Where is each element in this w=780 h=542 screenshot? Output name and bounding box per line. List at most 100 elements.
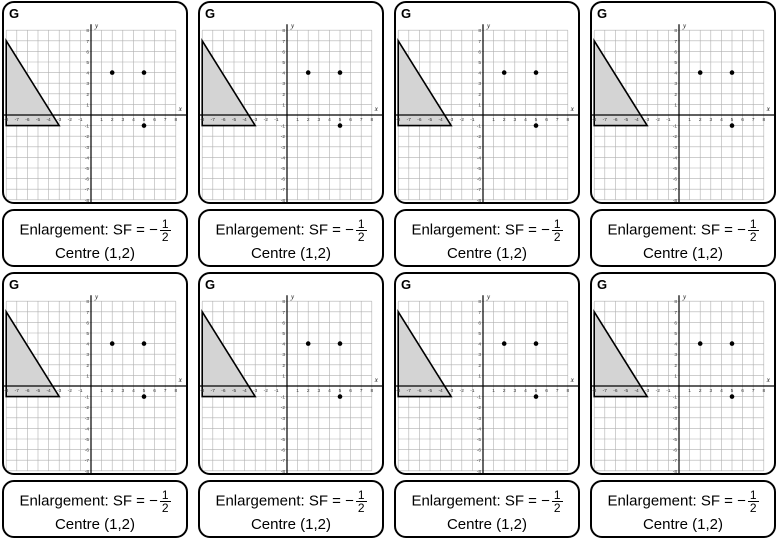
y-tick-label: 4 [674, 342, 677, 348]
x-tick-label: 2 [307, 117, 310, 123]
y-tick-label: 6 [478, 49, 481, 55]
y-tick-label: -6 [281, 448, 286, 454]
x-tick-label: 7 [360, 117, 363, 123]
x-tick-label: -5 [624, 388, 629, 394]
x-tick-label: -4 [438, 388, 443, 394]
sf-numerator: 1 [159, 217, 171, 231]
x-tick-label: 4 [328, 388, 331, 394]
y-tick-label: 1 [674, 102, 677, 108]
x-tick-label: -8 [4, 388, 9, 394]
y-tick-label: 2 [478, 92, 481, 98]
sf-numerator: 1 [355, 217, 367, 231]
x-tick-label: 6 [153, 117, 156, 123]
x-tick-label: 1 [296, 388, 299, 394]
y-axis-label: y [94, 22, 99, 30]
y-tick-label: -3 [673, 145, 678, 151]
y-tick-label: -4 [477, 426, 482, 432]
y-tick-label: 5 [674, 60, 677, 66]
x-tick-label: 5 [535, 117, 538, 123]
sf-prefix: Enlargement: SF = − [215, 221, 354, 239]
x-tick-label: -7 [211, 117, 216, 123]
x-tick-label: -5 [36, 117, 41, 123]
grid-svg: x y -8 -7 -6 -5 -4 -3 -2 -1 1 2 3 4 5 6 7 8 8 7 6 5 4 3 2 1 -1 -2 -3… [592, 22, 774, 202]
y-tick-label: -2 [85, 134, 90, 140]
x-tick-label: -3 [645, 117, 650, 123]
x-tick-label: 3 [317, 388, 320, 394]
x-tick-label: 5 [535, 388, 538, 394]
y-tick-label: -8 [477, 198, 482, 204]
x-tick-label: -7 [211, 388, 216, 394]
x-axis-label: x [766, 376, 771, 384]
y-tick-label: -1 [673, 124, 678, 130]
y-tick-label: -3 [477, 145, 482, 151]
y-tick-label: 1 [478, 102, 481, 108]
sf-prefix: Enlargement: SF = − [19, 221, 158, 239]
sf-denominator: 2 [553, 230, 561, 244]
y-axis-label: y [682, 22, 687, 30]
x-tick-label: -1 [274, 117, 279, 123]
x-tick-label: 5 [339, 388, 342, 394]
plotted-point [729, 70, 735, 75]
y-tick-label: 2 [674, 92, 677, 98]
centre-text: Centre (1,2) [54, 516, 136, 533]
x-tick-label: 7 [556, 117, 559, 123]
x-tick-label: 1 [100, 117, 103, 123]
x-tick-label: -3 [449, 388, 454, 394]
x-tick-label: 8 [566, 117, 569, 123]
y-tick-label: -1 [85, 124, 90, 130]
plotted-point [141, 394, 147, 399]
y-tick-label: -4 [85, 426, 90, 432]
x-tick-label: 2 [699, 388, 702, 394]
x-tick-label: 8 [762, 388, 765, 394]
card-letter: G [9, 277, 20, 292]
y-tick-label: 5 [478, 60, 481, 66]
y-tick-label: 6 [282, 320, 285, 326]
x-tick-label: -7 [603, 388, 608, 394]
sf-prefix: Enlargement: SF = − [19, 492, 158, 510]
y-tick-label: 3 [478, 352, 481, 358]
x-tick-label: 7 [164, 388, 167, 394]
transformation-label: Enlargement: SF = −1 2 Centre (1,2) [394, 209, 580, 267]
shape-triangle [593, 38, 649, 127]
x-tick-label: -1 [666, 117, 671, 123]
y-tick-label: 8 [674, 299, 677, 305]
y-tick-label: -6 [85, 177, 90, 183]
x-tick-label: 2 [503, 117, 506, 123]
x-tick-label: -3 [253, 388, 258, 394]
sf-numerator: 1 [747, 217, 759, 231]
x-tick-label: -6 [417, 388, 422, 394]
x-tick-label: -8 [396, 388, 401, 394]
y-tick-label: 5 [86, 331, 89, 337]
x-tick-label: -5 [428, 388, 433, 394]
shape-triangle [397, 38, 453, 127]
x-tick-label: -1 [78, 388, 83, 394]
y-tick-label: 4 [282, 71, 285, 77]
plotted-point [141, 123, 147, 128]
x-tick-label: -3 [57, 117, 62, 123]
centre-text: Centre (1,2) [642, 516, 724, 533]
shape-triangle [397, 309, 453, 398]
x-tick-label: -7 [407, 117, 412, 123]
x-tick-label: 6 [545, 117, 548, 123]
y-tick-label: 7 [478, 310, 481, 316]
y-tick-label: -8 [477, 469, 482, 475]
x-tick-label: -6 [25, 388, 30, 394]
y-tick-label: -2 [477, 405, 482, 411]
x-tick-label: -5 [36, 388, 41, 394]
y-tick-label: 2 [282, 363, 285, 369]
y-tick-label: -4 [477, 155, 482, 161]
x-axis-label: x [178, 376, 183, 384]
x-tick-label: -8 [200, 388, 205, 394]
plotted-point [533, 394, 539, 399]
x-tick-label: 7 [164, 117, 167, 123]
plotted-point [337, 341, 343, 346]
card-letter: G [597, 6, 608, 21]
x-tick-label: 1 [100, 388, 103, 394]
y-tick-label: -7 [85, 458, 90, 464]
x-tick-label: 3 [513, 117, 516, 123]
y-tick-label: 7 [86, 310, 89, 316]
x-tick-label: 7 [360, 388, 363, 394]
